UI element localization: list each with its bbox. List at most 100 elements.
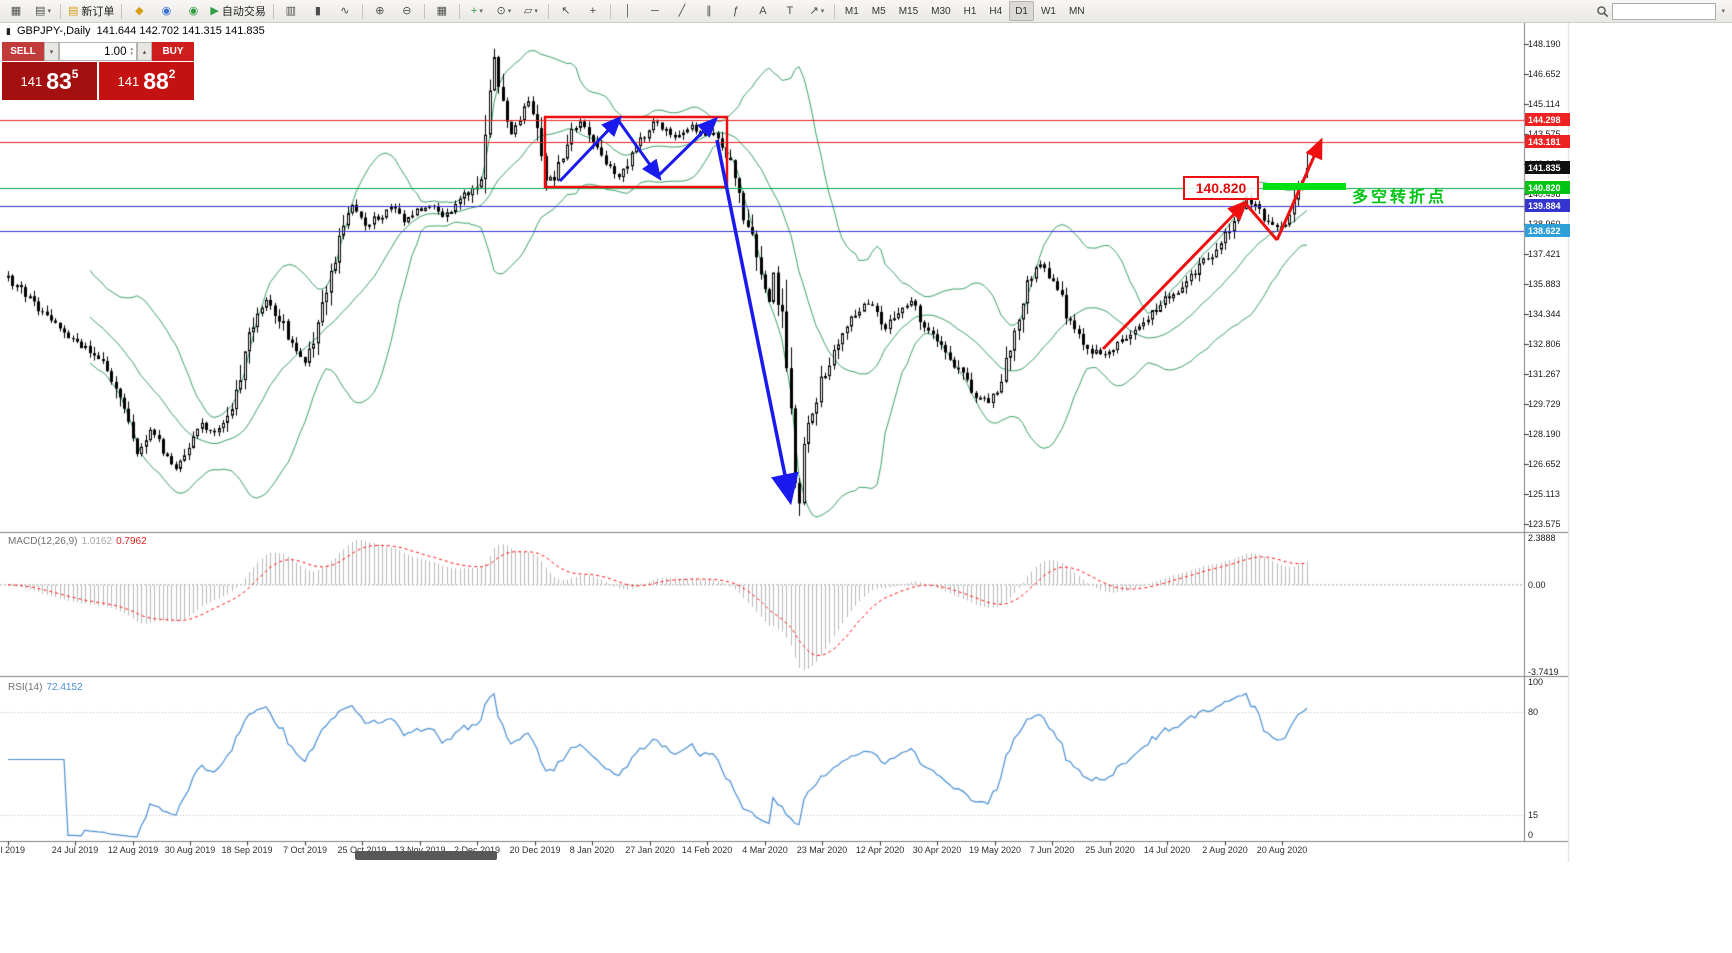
date-axis-label: 19 May 2020 — [968, 845, 1022, 855]
price-grid-label: 129.729 — [1528, 398, 1561, 409]
chevron-down-icon: ▾ — [479, 8, 483, 15]
toolbar-separator — [361, 3, 363, 19]
trendline-button[interactable]: ╱ — [669, 1, 695, 21]
channel-button[interactable]: ∥ — [696, 1, 722, 21]
rsi-axis-label: 0 — [1528, 830, 1534, 840]
fibonacci-button[interactable]: ƒ — [723, 1, 749, 21]
price-grid-label: 134.344 — [1528, 308, 1561, 319]
zoom-out-button[interactable]: ⊖ — [394, 1, 420, 21]
date-axis-label: 7 Oct 2019 — [282, 845, 328, 855]
cursor-button[interactable]: ↖ — [553, 1, 579, 21]
fibonacci-icon: ƒ — [732, 4, 739, 17]
arrows-button[interactable]: ↗ ▾ — [804, 1, 830, 21]
search-dropdown[interactable]: ▾ — [1721, 8, 1725, 15]
cursor-icon: ↖ — [561, 4, 571, 17]
trade-controls-row: SELL ▾ 1.00 ▴ ▾ ▴ BUY — [2, 42, 194, 61]
label-button[interactable]: T — [777, 1, 803, 21]
macd-axis-label: -3.7419 — [1528, 667, 1559, 677]
line-chart-icon: ∿ — [340, 4, 350, 17]
search-icon — [1597, 5, 1609, 17]
h-scrollbar-thumb[interactable] — [355, 851, 497, 860]
buy-price-big: 88 — [143, 67, 169, 94]
chevron-down-icon: ▾ — [534, 8, 538, 15]
market-watch-button[interactable]: ◆ — [126, 1, 152, 21]
timeframe-m30[interactable]: M30 — [931, 5, 951, 17]
line-chart-button[interactable]: ∿ — [332, 1, 358, 21]
date-axis-label: 7 Jun 2020 — [1029, 845, 1075, 855]
toolbar-separator — [272, 3, 274, 19]
timeframe-mn[interactable]: MN — [1068, 5, 1085, 17]
date-axis-label: 25 Jun 2020 — [1085, 845, 1135, 855]
vertical-line-button[interactable]: │ — [615, 1, 641, 21]
volume-stepper[interactable]: ▴ ▾ — [130, 45, 133, 57]
chevron-down-icon: ▾ — [47, 8, 51, 15]
price-grid-label: 123.575 — [1528, 518, 1561, 529]
timeframe-m1[interactable]: M1 — [844, 5, 859, 17]
date-axis-label: 25 Oct 2019 — [337, 845, 387, 855]
tile-windows-button[interactable]: ▦ — [429, 1, 455, 21]
date-axis-label: 4 Mar 2020 — [742, 845, 788, 855]
buy-dropdown[interactable]: ▴ — [137, 42, 152, 61]
price-tag: 143.181 — [1525, 135, 1570, 149]
toolbar-separator — [121, 3, 123, 19]
buy-price-main: 141 — [117, 73, 140, 89]
price-tag: 144.298 — [1525, 113, 1570, 127]
date-axis-label: 18 Sep 2019 — [221, 845, 273, 855]
autotrading-button[interactable]: ▶ 自动交易 — [207, 1, 268, 21]
price-tag: 140.820 — [1525, 181, 1570, 195]
rsi-axis-label: 80 — [1528, 706, 1539, 717]
buy-price-sup: 2 — [168, 67, 176, 81]
periods-button[interactable]: ⊙ ▾ — [491, 1, 517, 21]
timeframe-d1[interactable]: D1 — [1009, 1, 1034, 21]
buy-button[interactable]: BUY — [152, 42, 194, 61]
timeframe-m15[interactable]: M15 — [898, 5, 919, 17]
ohlc-values: 141.644 142.702 141.315 141.835 — [96, 25, 265, 37]
new-chart-button[interactable]: ▦ — [3, 1, 29, 21]
navigator-button[interactable]: ◉ — [180, 1, 206, 21]
text-button[interactable]: A — [750, 1, 776, 21]
rsi-label: RSI(14) 72.4152 — [8, 682, 83, 693]
text-icon: A — [759, 4, 767, 17]
buy-price-display[interactable]: 141 88 2 — [99, 62, 194, 100]
price-grid-label: 132.806 — [1528, 338, 1561, 349]
date-axis-label: 24 Jul 2019 — [51, 845, 99, 855]
price-grid-label: 126.652 — [1528, 458, 1561, 469]
macd-main-value: 1.0162 — [81, 536, 113, 547]
price-tag: 138.622 — [1525, 224, 1570, 238]
date-axis-label: 30 Aug 2019 — [164, 845, 216, 855]
rsi-axis-label: 100 — [1528, 677, 1544, 687]
candlestick-chart-button[interactable]: ▮ — [305, 1, 331, 21]
zoom-in-button[interactable]: ⊕ — [367, 1, 393, 21]
profiles-button[interactable]: ▤ ▾ — [30, 1, 56, 21]
bar-chart-button[interactable]: ▥ — [278, 1, 304, 21]
level-price-callout[interactable]: 140.820 — [1183, 176, 1259, 200]
price-grid-label: 128.190 — [1528, 429, 1561, 439]
horizontal-line-button[interactable]: ─ — [642, 1, 668, 21]
data-window-icon: ◉ — [161, 4, 172, 17]
search-input[interactable] — [1612, 2, 1717, 20]
price-grid-label: 131.267 — [1528, 368, 1561, 379]
sell-price-display[interactable]: 141 83 5 — [2, 62, 97, 100]
data-window-button[interactable]: ◉ — [153, 1, 179, 21]
sell-button[interactable]: SELL — [2, 42, 44, 61]
timeframe-m5[interactable]: M5 — [871, 5, 886, 17]
volume-input[interactable]: 1.00 ▴ ▾ — [59, 42, 137, 61]
templates-button[interactable]: ▱ ▾ — [518, 1, 544, 21]
sell-price-big: 83 — [46, 67, 72, 94]
chevron-down-icon: ▾ — [820, 8, 825, 15]
timeframe-h4[interactable]: H4 — [989, 5, 1003, 17]
price-grid-label: 135.883 — [1528, 278, 1561, 289]
new-order-icon: ▤ — [68, 4, 79, 17]
price-grid-label: 138.960 — [1528, 219, 1561, 229]
macd-label: MACD(12,26,9) 1.0162 0.7962 — [8, 536, 147, 547]
indicators-button[interactable]: + ▾ — [464, 1, 490, 21]
timeframe-h1[interactable]: H1 — [963, 5, 977, 17]
turning-point-label[interactable]: 多空转折点 — [1352, 189, 1448, 206]
new-order-button[interactable]: ▤ 新订单 — [65, 1, 117, 21]
timeframe-w1[interactable]: W1 — [1040, 5, 1056, 17]
sell-price-sup: 5 — [71, 67, 79, 81]
sell-dropdown[interactable]: ▾ — [44, 42, 59, 61]
templates-icon: ▱ — [523, 4, 533, 17]
crosshair-button[interactable]: + — [580, 1, 606, 21]
